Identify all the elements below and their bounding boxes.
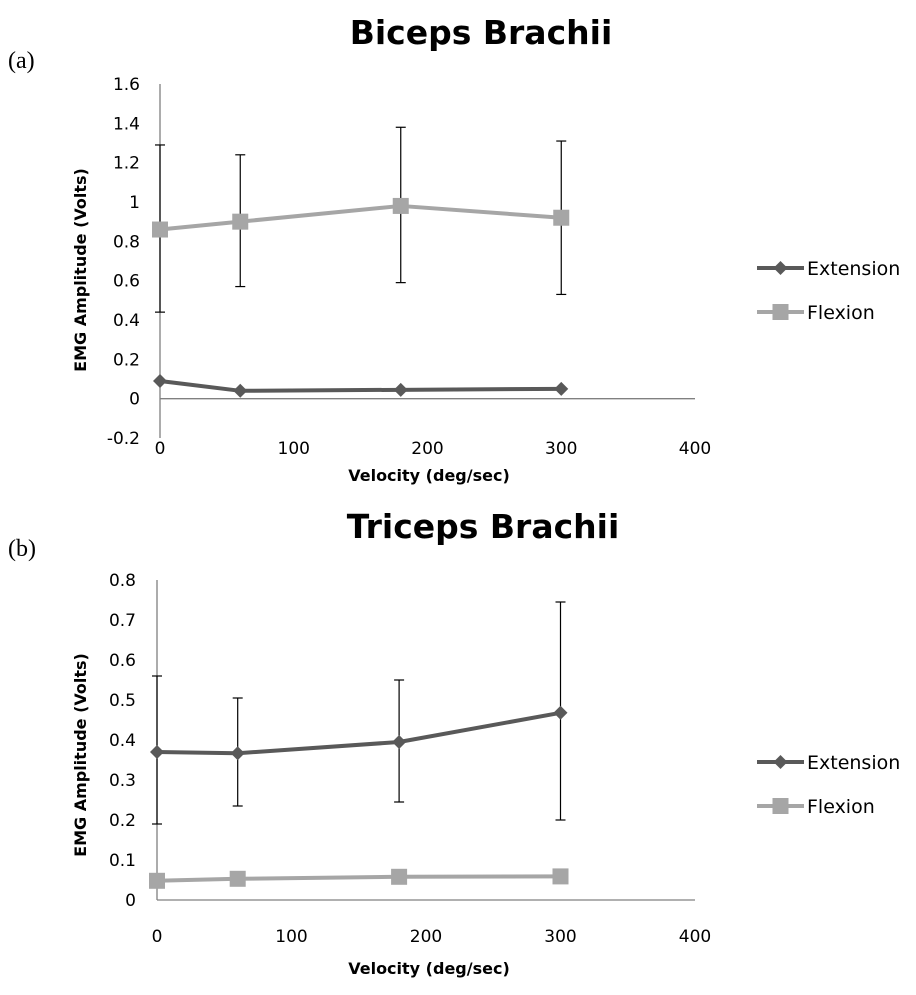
y-tick-label: 1.4 [113,114,140,134]
markers-b [149,705,569,889]
data-point-extension [392,735,407,749]
chart-title-a: Biceps Brachii [350,13,613,52]
y-tick-label: 0.7 [109,611,136,631]
x-tick-label: 400 [679,439,711,459]
y-tick-label: 0.4 [109,731,136,751]
x-tick-label: 0 [152,927,163,947]
y-tick-label: 0.1 [109,851,136,871]
y-axis-label-b: EMG Amplitude (Volts) [71,653,90,857]
legend-marker-extension [773,755,788,769]
y-tick-labels-a: -0.2 0 0.2 0.4 0.6 0.8 1 1.2 1.4 1.6 [107,75,140,449]
y-tick-label: 0.2 [113,350,140,370]
error-bars-a [155,126,567,313]
y-tick-label: 0.6 [113,272,140,292]
x-tick-label: 300 [544,927,576,947]
x-tick-label: 400 [679,927,711,947]
data-point-extension [553,705,568,720]
data-point-flexion [553,209,570,226]
panel-label-a: (a) [8,48,35,74]
x-tick-label: 100 [278,439,310,459]
legend-marker-extension [773,261,788,275]
legend-label-extension: Extension [807,752,900,774]
panel-label-b: (b) [8,536,36,562]
markers-a [152,197,570,398]
y-tick-label: 1.6 [113,75,140,95]
legend-marker-flexion [772,304,789,320]
error-bars-b [152,601,566,825]
data-point-extension [393,382,408,397]
data-point-flexion [229,870,246,887]
legend-b: Extension Flexion [757,752,900,818]
y-tick-label: 1 [129,193,140,213]
y-tick-label: -0.2 [107,429,140,449]
data-point-extension [233,383,248,398]
series-line-extension [156,710,561,756]
series-lines-a [159,203,562,393]
series-line-extension [159,378,562,393]
data-point-flexion [232,213,249,230]
legend-marker-flexion [772,798,789,814]
x-tick-label: 200 [410,927,442,947]
data-point-flexion [149,872,165,889]
x-tick-label: 0 [155,439,166,459]
x-axis-label-a: Velocity (deg/sec) [348,466,510,485]
series-lines-b [156,710,561,883]
y-tick-label: 0 [129,390,140,410]
data-point-flexion [392,197,409,214]
y-tick-label: 0.5 [109,691,136,711]
data-point-extension [153,373,167,388]
y-tick-label: 0.6 [109,651,136,671]
legend-label-flexion: Flexion [807,796,875,818]
panel-b: Triceps Brachii (b) 00.10.20.30.40.50.60… [8,507,900,978]
legend-label-extension: Extension [807,258,900,280]
y-tick-label: 0.3 [109,771,136,791]
data-point-flexion [152,221,168,238]
x-tick-label: 300 [545,439,577,459]
panel-a: Biceps Brachii (a) -0.2 0 0.2 0.4 0.6 0.8 1 1.2… [8,13,900,485]
y-tick-label: 0 [125,891,136,911]
y-tick-label: 0.4 [113,311,140,331]
y-tick-label: 1.2 [113,154,140,174]
x-tick-label: 200 [411,439,443,459]
y-tick-label: 0.8 [113,232,140,252]
data-point-extension [230,746,245,761]
legend-label-flexion: Flexion [807,302,875,324]
y-tick-labels-b: 0 0.1 0.2 0.3 0.4 0.5 0.6 0.7 0.8 [109,571,136,911]
data-point-flexion [552,868,569,885]
series-line-flexion [159,203,562,232]
data-point-flexion [391,868,408,885]
legend-a: Extension Flexion [757,258,900,324]
y-axis-label-a: EMG Amplitude (Volts) [71,168,90,372]
data-point-extension [554,381,569,396]
y-tick-label: 0.8 [109,571,136,591]
series-line-flexion [156,874,561,883]
data-point-extension [150,745,164,759]
x-tick-labels-b: 0 100 200 300 400 [152,927,712,947]
x-axis-label-b: Velocity (deg/sec) [348,959,510,978]
y-tick-label: 0.2 [109,811,136,831]
x-tick-label: 100 [275,927,307,947]
x-tick-labels-a: 0 100 200 300 400 [155,439,712,459]
chart-title-b: Triceps Brachii [347,507,620,546]
